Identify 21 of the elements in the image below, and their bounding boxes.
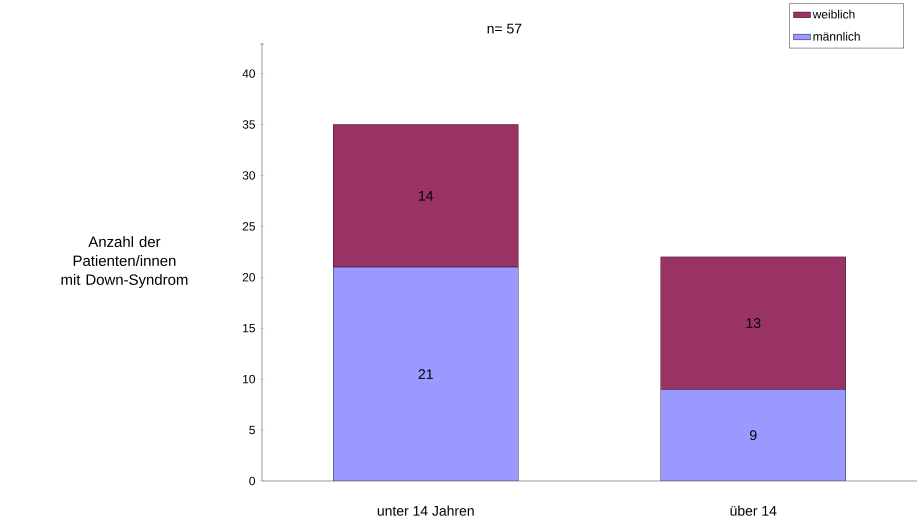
bar — [333, 267, 518, 481]
y-tick-label: 35 — [242, 120, 255, 129]
x-tick-label: über 14 — [730, 506, 776, 516]
y-axis-title: Anzahl der Patienten/innen mit Down-Syndrom — [61, 236, 188, 288]
chart-title: n= 57 — [488, 24, 522, 34]
data-label: 14 — [419, 190, 434, 201]
y-tick-label: 40 — [242, 69, 256, 78]
data-label: 21 — [418, 369, 433, 379]
data-label: 13 — [746, 318, 760, 328]
y-tick-label: 5 — [249, 426, 255, 434]
y-tick-label: 30 — [242, 171, 256, 180]
y-tick-label: 25 — [242, 222, 255, 231]
y-tick-label: 15 — [243, 324, 255, 332]
legend-label: männlich — [814, 32, 860, 41]
y-tick-label: 0 — [249, 476, 256, 486]
y-tick-label: 20 — [242, 273, 256, 282]
x-tick-label: unter 14 Jahren — [378, 506, 474, 516]
legend-label: weiblich — [812, 10, 854, 19]
y-tick-label: 10 — [243, 374, 256, 384]
data-label: 9 — [750, 430, 756, 440]
bar — [660, 389, 846, 481]
